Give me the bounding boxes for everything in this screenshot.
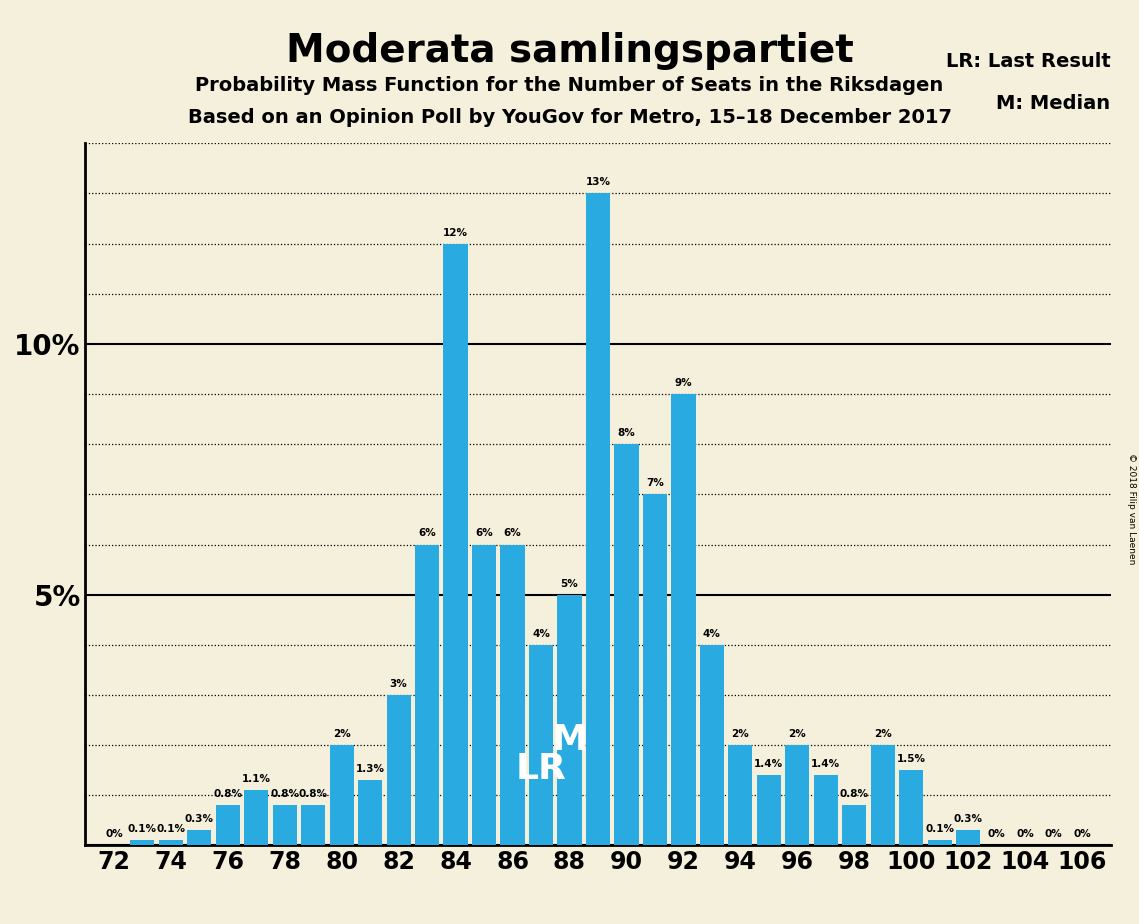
Text: 1.5%: 1.5% <box>896 754 926 764</box>
Text: 12%: 12% <box>443 227 468 237</box>
Text: 4%: 4% <box>703 629 721 638</box>
Bar <box>244 790 269 845</box>
Text: 0.1%: 0.1% <box>156 824 186 834</box>
Text: 0.1%: 0.1% <box>128 824 157 834</box>
Bar <box>358 780 383 845</box>
Bar <box>557 595 582 845</box>
Text: 1.4%: 1.4% <box>811 760 841 769</box>
Text: 7%: 7% <box>646 479 664 488</box>
Text: LR: Last Result: LR: Last Result <box>945 52 1111 71</box>
Text: M: M <box>551 723 588 757</box>
Text: 0%: 0% <box>1044 830 1063 839</box>
Text: 0.3%: 0.3% <box>185 814 214 824</box>
Text: Probability Mass Function for the Number of Seats in the Riksdagen: Probability Mass Function for the Number… <box>196 76 943 95</box>
Bar <box>927 841 952 845</box>
Text: 3%: 3% <box>390 679 408 689</box>
Text: 8%: 8% <box>617 428 636 438</box>
Text: 0.3%: 0.3% <box>953 814 983 824</box>
Bar <box>443 244 468 845</box>
Text: 2%: 2% <box>788 729 806 739</box>
Text: 0%: 0% <box>1016 830 1034 839</box>
Bar <box>386 695 411 845</box>
Bar <box>215 806 240 845</box>
Bar <box>671 394 696 845</box>
Bar <box>614 444 639 845</box>
Bar <box>130 841 155 845</box>
Bar <box>842 806 867 845</box>
Bar <box>813 775 838 845</box>
Text: 0.1%: 0.1% <box>925 824 954 834</box>
Text: 0%: 0% <box>988 830 1006 839</box>
Text: 0.8%: 0.8% <box>298 789 328 799</box>
Text: 0%: 0% <box>1073 830 1091 839</box>
Text: 0.8%: 0.8% <box>270 789 300 799</box>
Bar <box>642 494 667 845</box>
Bar <box>301 806 326 845</box>
Text: Based on an Opinion Poll by YouGov for Metro, 15–18 December 2017: Based on an Opinion Poll by YouGov for M… <box>188 108 951 128</box>
Text: 0.8%: 0.8% <box>839 789 869 799</box>
Bar <box>699 645 724 845</box>
Text: 6%: 6% <box>503 529 522 539</box>
Bar <box>956 831 981 845</box>
Text: M: Median: M: Median <box>997 94 1111 113</box>
Bar <box>187 831 212 845</box>
Text: 2%: 2% <box>731 729 749 739</box>
Bar <box>785 745 810 845</box>
Text: © 2018 Filip van Laenen: © 2018 Filip van Laenen <box>1126 453 1136 564</box>
Text: 4%: 4% <box>532 629 550 638</box>
Bar <box>415 544 440 845</box>
Text: 5%: 5% <box>560 578 579 589</box>
Text: LR: LR <box>516 752 566 786</box>
Bar <box>158 841 183 845</box>
Bar <box>272 806 297 845</box>
Bar <box>756 775 781 845</box>
Bar <box>500 544 525 845</box>
Text: 6%: 6% <box>418 529 436 539</box>
Text: 1.3%: 1.3% <box>355 764 385 774</box>
Text: 0%: 0% <box>105 830 123 839</box>
Text: 9%: 9% <box>674 378 693 388</box>
Text: 1.1%: 1.1% <box>241 774 271 784</box>
Text: 0.8%: 0.8% <box>213 789 243 799</box>
Text: 2%: 2% <box>333 729 351 739</box>
Bar <box>528 645 554 845</box>
Bar <box>870 745 895 845</box>
Bar <box>472 544 497 845</box>
Text: Moderata samlingspartiet: Moderata samlingspartiet <box>286 32 853 70</box>
Bar <box>329 745 354 845</box>
Text: 1.4%: 1.4% <box>754 760 784 769</box>
Bar <box>585 193 611 845</box>
Text: 13%: 13% <box>585 177 611 188</box>
Text: 6%: 6% <box>475 529 493 539</box>
Bar <box>728 745 753 845</box>
Text: 2%: 2% <box>874 729 892 739</box>
Bar <box>899 771 924 845</box>
